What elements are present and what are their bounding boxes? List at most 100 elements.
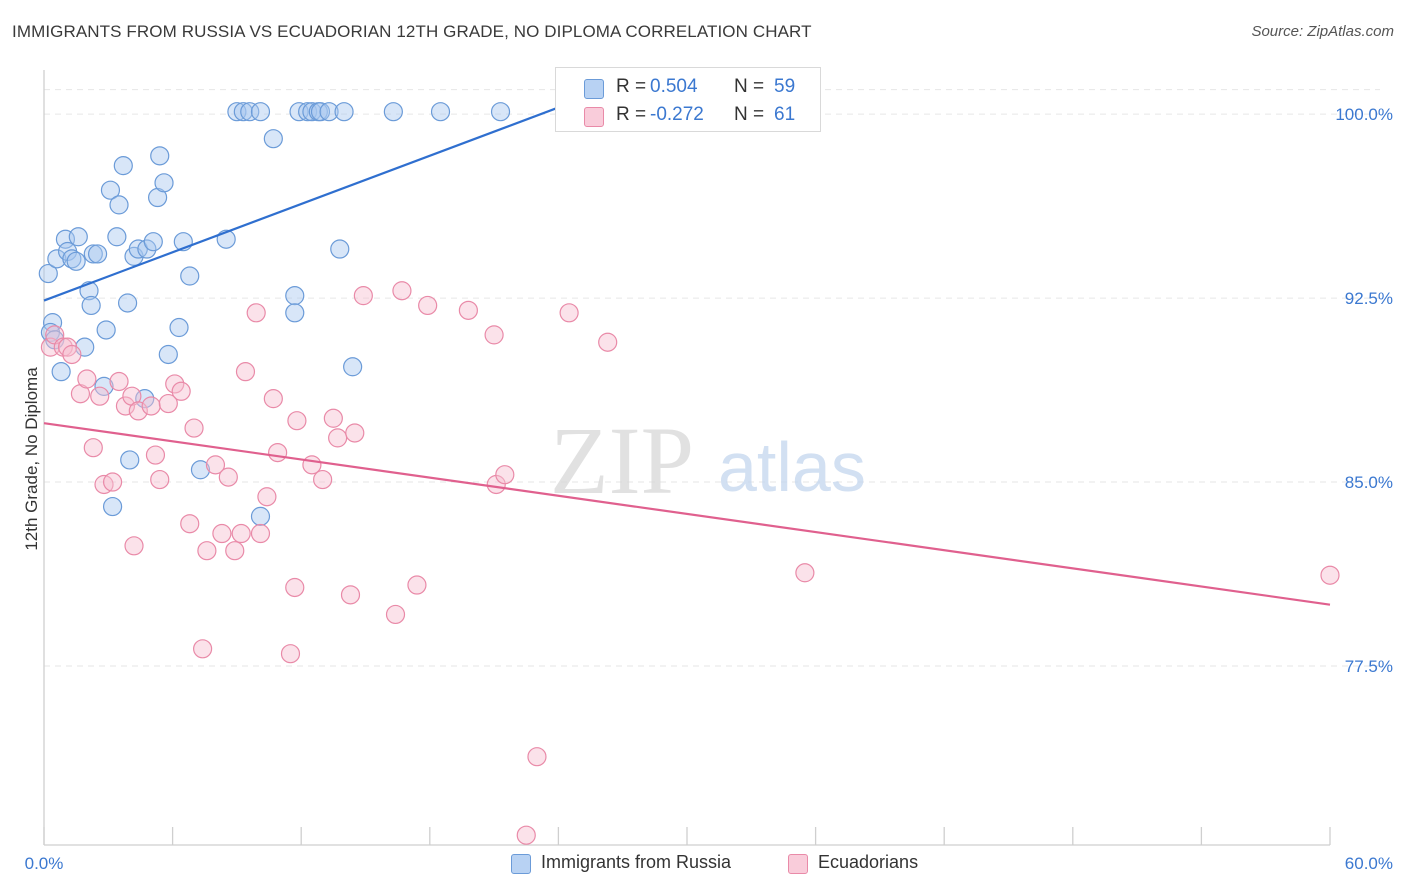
ecuadorian-point	[212, 523, 232, 544]
russia-point	[96, 320, 116, 340]
russia-point	[158, 344, 178, 365]
russia-point	[490, 102, 511, 122]
x-tick-label: 0.0%	[25, 854, 64, 873]
ecuadorian-point	[340, 585, 361, 605]
russia-point	[263, 129, 283, 149]
russia-point	[66, 251, 86, 271]
bottom-legend-swatch-ecuadorians	[788, 854, 808, 874]
russia-point	[250, 506, 271, 526]
russia-point	[102, 496, 123, 517]
y-axis-label: 12th Grade, No Diploma	[22, 367, 41, 551]
ecuadorian-point	[268, 442, 288, 463]
ecuadorian-point	[250, 523, 271, 544]
correlation-legend: R = 0.504 N = 59 R = -0.272 N = 61	[555, 67, 821, 132]
legend-n-value: 61	[774, 104, 796, 125]
russia-point	[343, 357, 363, 377]
ecuadorian-point	[495, 465, 515, 485]
data-points	[38, 102, 1340, 845]
russia-point	[117, 293, 138, 313]
y-tick-labels: 77.5% 85.0% 92.5% 100.0%	[1335, 105, 1393, 676]
ecuadorian-point	[158, 393, 178, 414]
legend-n-label: N =	[734, 104, 765, 125]
russia-trend-line	[43, 98, 581, 302]
ecuadorian-point	[197, 541, 217, 561]
ecuadorian-point	[280, 644, 301, 664]
legend-r-value: -0.272	[650, 104, 704, 125]
russia-point	[94, 376, 114, 396]
legend-swatch-ecuadorians	[584, 107, 604, 127]
russia-point	[430, 102, 451, 122]
ecuadorian-point	[124, 536, 144, 556]
ecuadorian-point	[184, 418, 204, 438]
ecuadorian-point	[141, 396, 161, 416]
ecuadorian-point	[263, 389, 283, 409]
watermark-atlas: atlas	[718, 428, 866, 506]
russia-point	[285, 303, 305, 323]
legend-r-value: 0.504	[650, 76, 698, 97]
russia-point	[233, 102, 253, 122]
ecuadorian-point	[115, 396, 136, 416]
russia-point	[154, 173, 174, 193]
ecuadorian-point	[559, 303, 579, 323]
russia-point	[180, 266, 200, 286]
ecuadorian-point	[516, 825, 536, 845]
ecuadorian-point	[231, 523, 251, 544]
russia-point	[120, 450, 140, 470]
russia-point	[334, 102, 354, 122]
y-tick-label: 100.0%	[1335, 105, 1393, 124]
ecuadorian-point	[458, 300, 478, 320]
ecuadorian-point	[235, 362, 256, 382]
ecuadorian-point	[407, 575, 427, 595]
ecuadorian-point	[109, 371, 129, 392]
russia-point	[87, 244, 108, 264]
ecuadorian-point	[145, 445, 166, 465]
grid-lines	[44, 89, 1380, 667]
ecuadorian-point	[90, 386, 110, 406]
ecuadorian-point	[77, 369, 97, 389]
ecuadorian-point	[418, 295, 438, 316]
ecuadorian-point	[287, 411, 307, 431]
ecuadorian-point	[128, 401, 148, 421]
ecuadorian-point	[218, 467, 238, 487]
ecuadorian-point	[527, 747, 547, 767]
russia-point	[330, 239, 350, 259]
ecuadorian-point	[313, 469, 333, 490]
bottom-legend-label-russia: Immigrants from Russia	[541, 852, 732, 872]
ecuadorian-point	[150, 469, 170, 490]
russia-point	[250, 102, 271, 122]
russia-point	[137, 239, 157, 259]
x-tick-labels: 0.0% 60.0%	[25, 854, 1393, 873]
ecuadorian-point	[328, 428, 348, 448]
russia-point	[319, 102, 339, 122]
ecuadorian-point	[171, 381, 191, 401]
russia-point	[47, 249, 67, 269]
russia-point	[150, 146, 170, 166]
ecuadorian-point	[484, 325, 504, 345]
ecuadorian-point	[385, 604, 406, 625]
ecuadorian-point	[180, 514, 200, 534]
russia-point	[51, 362, 71, 382]
russia-point	[100, 180, 121, 200]
ecuadorian-point	[102, 472, 123, 492]
legend-r-label: R =	[616, 104, 647, 125]
russia-point	[68, 227, 88, 247]
russia-point	[143, 232, 163, 252]
x-tick-label: 60.0%	[1345, 854, 1393, 873]
ecuadorian-point	[205, 455, 226, 475]
ecuadorian-point	[795, 563, 815, 583]
legend-n-value: 59	[774, 76, 796, 97]
russia-point	[81, 295, 101, 316]
ecuadorian-point	[323, 408, 343, 428]
ecuadorian-point	[345, 423, 365, 443]
ecuadorian-point	[193, 639, 213, 659]
bottom-legend-swatch-russia	[511, 854, 531, 874]
russia-point	[285, 286, 305, 306]
ecuadorian-point	[285, 577, 305, 598]
y-tick-label: 77.5%	[1345, 657, 1393, 676]
axes	[43, 70, 1331, 846]
legend-r-label: R =	[616, 76, 647, 97]
russia-point	[38, 263, 58, 284]
russia-point	[383, 102, 403, 122]
russia-point	[107, 227, 127, 247]
